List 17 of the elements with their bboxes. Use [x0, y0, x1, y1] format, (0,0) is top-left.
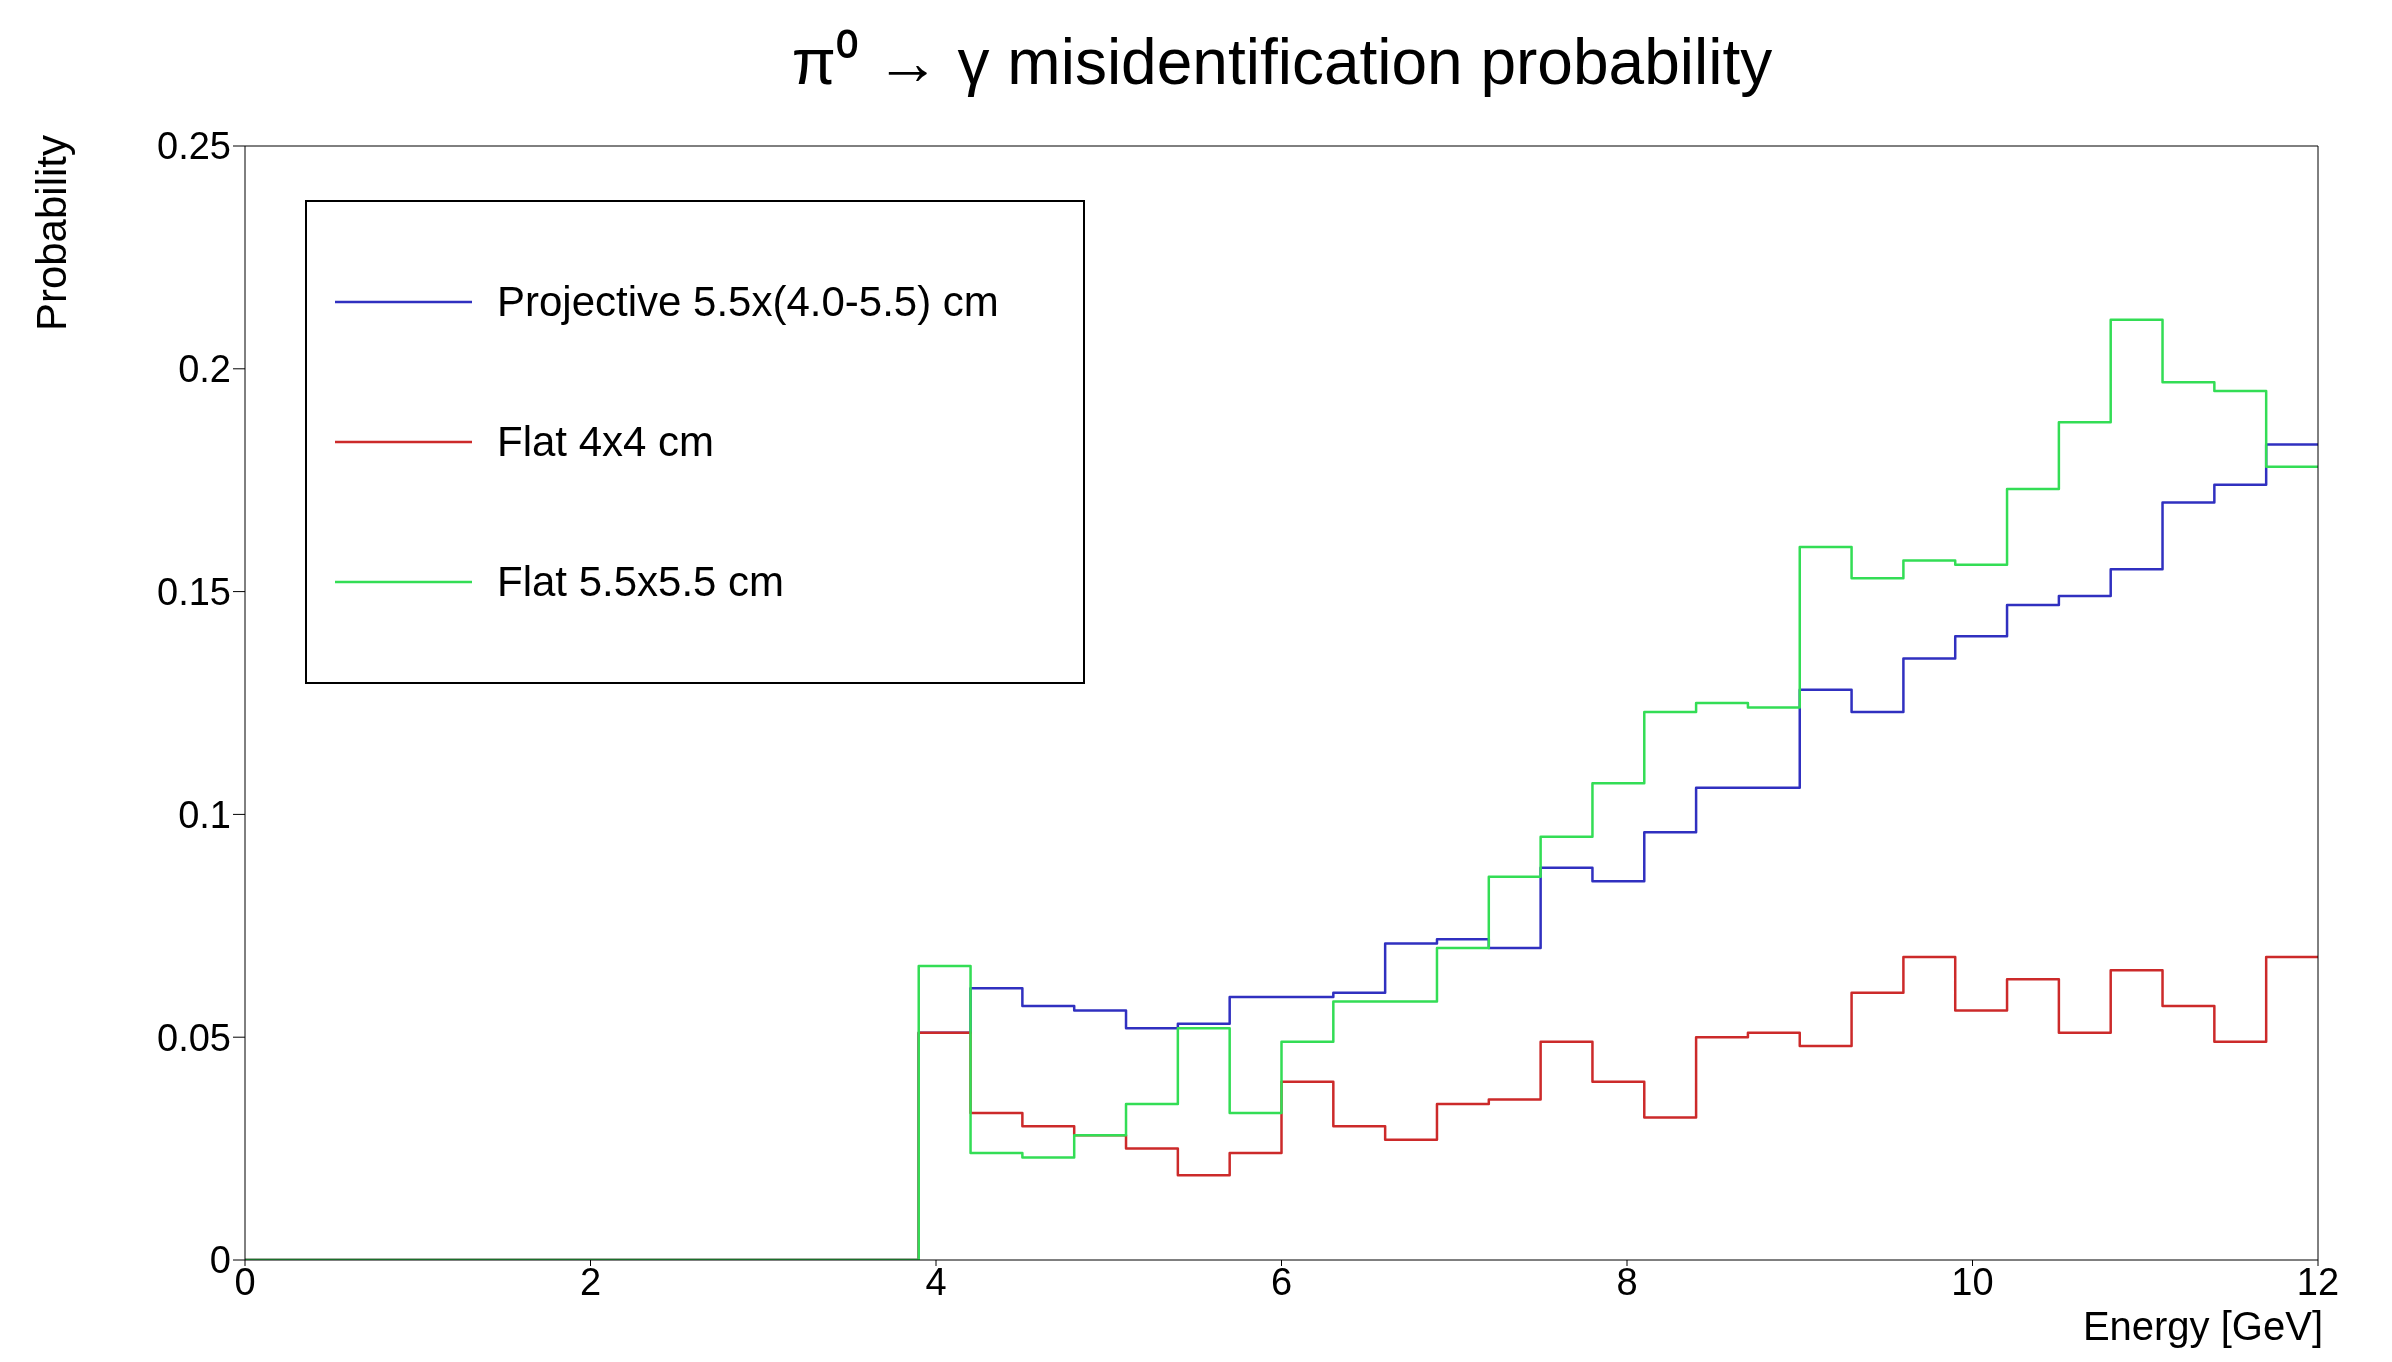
x-axis-title: Energy [GeV]: [2082, 1304, 2323, 1348]
x-tick-label: 4: [925, 1260, 947, 1303]
x-tick-label: 12: [2296, 1260, 2340, 1303]
y-tick-label: 0.2: [178, 348, 231, 391]
legend-label: Flat 4x4 cm: [497, 418, 715, 466]
legend-label: Projective 5.5x(4.0-5.5) cm: [497, 278, 999, 326]
legend-label: Flat 5.5x5.5 cm: [497, 558, 785, 606]
y-tick-label: 0.05: [157, 1016, 231, 1059]
x-tick-label: 2: [579, 1260, 602, 1303]
x-tick-label: 10: [1951, 1260, 1994, 1303]
chart-title: π⁰ → γ misidentification probability: [790, 25, 1774, 100]
y-tick-label: 0.15: [157, 571, 231, 614]
y-tick-label: 0.1: [178, 793, 231, 836]
x-tick-label: 6: [1270, 1260, 1293, 1303]
y-axis-title: Probability: [28, 135, 76, 332]
y-tick-label: 0.25: [157, 125, 231, 168]
x-tick-label: 8: [1616, 1260, 1638, 1303]
